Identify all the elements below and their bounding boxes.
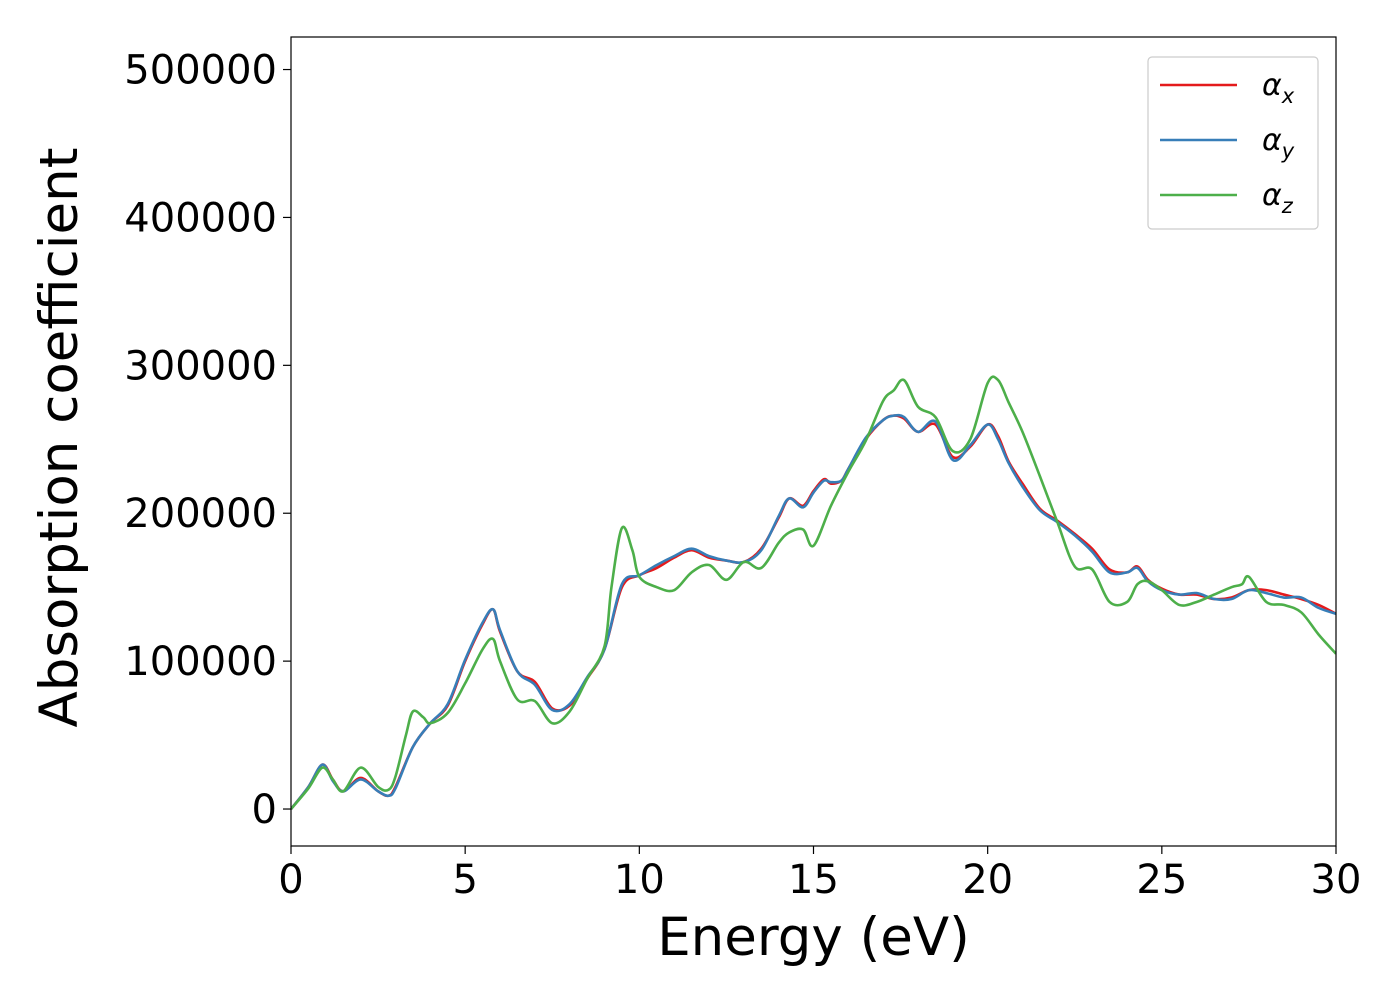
legend-label-alpha-z: αz (1262, 178, 1294, 218)
x-tick-label: 10 (614, 857, 665, 903)
legend-label-alpha-x: αx (1262, 68, 1295, 108)
legend-label-alpha-y: αy (1262, 123, 1295, 163)
x-tick-label: 5 (452, 857, 477, 903)
x-tick-label: 0 (278, 857, 303, 903)
series-layer (291, 375, 1336, 810)
x-tick-label: 25 (1136, 857, 1187, 903)
y-tick-label: 400000 (124, 195, 277, 241)
x-axis-label: Energy (eV) (657, 907, 970, 968)
legend: αx αy αz (1147, 56, 1319, 230)
y-axis-label: Absorption coefficient (29, 148, 90, 728)
y-tick-label: 0 (252, 787, 277, 833)
legend-box (1147, 56, 1319, 230)
series-line-alpha-z (291, 375, 1336, 810)
x-tick-label: 20 (962, 857, 1013, 903)
x-tick-label: 15 (788, 857, 839, 903)
y-tick-label: 500000 (124, 48, 277, 94)
x-tick-label: 30 (1311, 857, 1362, 903)
series-line-alpha-y (291, 413, 1336, 810)
y-tick-label: 200000 (124, 491, 277, 537)
ticks-layer: 0 5 10 15 20 25 30 0 100000 200000 300000 400000 500… (124, 48, 1361, 903)
series-line-alpha-x (291, 414, 1336, 810)
y-tick-label: 100000 (124, 639, 277, 685)
y-tick-label: 300000 (124, 343, 277, 389)
